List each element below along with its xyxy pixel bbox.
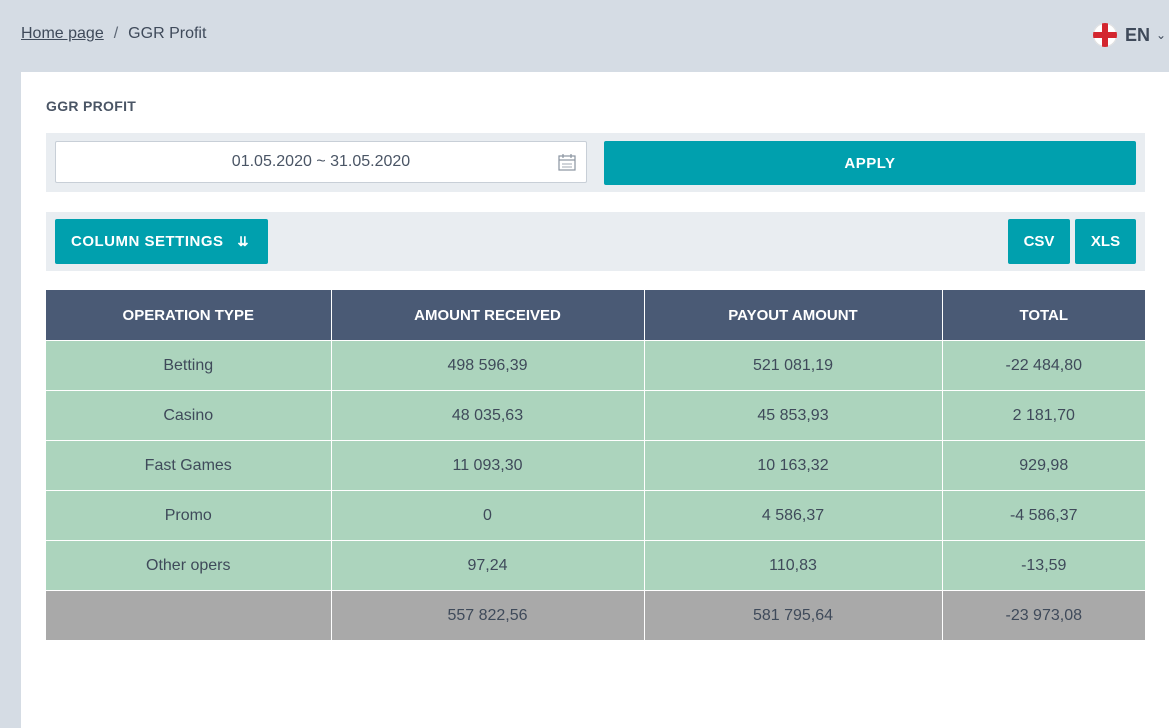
cell-payout-amount: 10 163,32 xyxy=(644,440,943,491)
cell-payout-amount: 521 081,19 xyxy=(644,340,943,391)
cell-amount-received: 498 596,39 xyxy=(331,340,645,391)
language-label: EN xyxy=(1125,24,1151,45)
cell-operation-type: Betting xyxy=(46,340,332,391)
cell-payout-amount: 45 853,93 xyxy=(644,390,943,441)
flag-icon xyxy=(1093,23,1117,47)
total-total: -23 973,08 xyxy=(942,590,1145,640)
cell-payout-amount: 4 586,37 xyxy=(644,490,943,541)
cell-operation-type: Casino xyxy=(46,390,332,441)
top-bar: Home page / GGR Profit EN ⌄ xyxy=(0,0,1169,72)
cell-total: 929,98 xyxy=(942,440,1145,491)
apply-button[interactable]: APPLY xyxy=(604,141,1136,185)
date-range-value: 01.05.2020 ~ 31.05.2020 xyxy=(231,153,411,170)
column-header-operation-type: OPERATION TYPE xyxy=(46,290,332,341)
cell-total: -13,59 xyxy=(942,540,1145,591)
xls-export-button[interactable]: XLS xyxy=(1075,219,1136,264)
table-row: Other opers 97,24 110,83 -13,59 xyxy=(46,540,1145,591)
cell-operation-type: Other opers xyxy=(46,540,332,591)
breadcrumb-current: GGR Profit xyxy=(128,25,207,42)
table-row: Betting 498 596,39 521 081,19 -22 484,80 xyxy=(46,340,1145,391)
column-settings-button[interactable]: COLUMN SETTINGS ⇊ xyxy=(55,219,268,264)
main-panel: GGR PROFIT 01.05.2020 ~ 31.05.2020 APPLY… xyxy=(21,72,1169,728)
breadcrumb: Home page / GGR Profit xyxy=(21,25,206,43)
table-header-row: OPERATION TYPE AMOUNT RECEIVED PAYOUT AM… xyxy=(46,290,1145,341)
cell-operation-type: Promo xyxy=(46,490,332,541)
table-row: Fast Games 11 093,30 10 163,32 929,98 xyxy=(46,440,1145,491)
column-settings-label: COLUMN SETTINGS xyxy=(71,233,224,250)
cell-total: -22 484,80 xyxy=(942,340,1145,391)
cell-amount-received: 48 035,63 xyxy=(331,390,645,441)
column-header-amount-received: AMOUNT RECEIVED xyxy=(331,290,645,341)
cell-amount-received: 11 093,30 xyxy=(331,440,645,491)
filter-bar: 01.05.2020 ~ 31.05.2020 APPLY xyxy=(46,133,1145,192)
table-total-row: 557 822,56 581 795,64 -23 973,08 xyxy=(46,590,1145,640)
column-header-total: TOTAL xyxy=(942,290,1145,341)
total-cell-label xyxy=(46,590,332,640)
action-bar: COLUMN SETTINGS ⇊ CSV XLS xyxy=(46,212,1145,271)
date-range-input[interactable]: 01.05.2020 ~ 31.05.2020 xyxy=(55,141,587,183)
cell-payout-amount: 110,83 xyxy=(644,540,943,591)
column-header-payout-amount: PAYOUT AMOUNT xyxy=(644,290,943,341)
cell-amount-received: 0 xyxy=(331,490,645,541)
cell-total: 2 181,70 xyxy=(942,390,1145,441)
breadcrumb-home-link[interactable]: Home page xyxy=(21,25,104,42)
page-title: GGR PROFIT xyxy=(46,98,137,114)
chevron-down-icon: ⌄ xyxy=(1156,28,1167,42)
cell-operation-type: Fast Games xyxy=(46,440,332,491)
language-selector[interactable]: EN ⌄ xyxy=(1093,23,1166,47)
double-chevron-down-icon: ⇊ xyxy=(237,233,249,249)
cell-amount-received: 97,24 xyxy=(331,540,645,591)
table-row: Promo 0 4 586,37 -4 586,37 xyxy=(46,490,1145,541)
ggr-profit-table: OPERATION TYPE AMOUNT RECEIVED PAYOUT AM… xyxy=(46,290,1145,640)
total-payout-amount: 581 795,64 xyxy=(644,590,943,640)
breadcrumb-separator: / xyxy=(113,25,119,42)
calendar-icon[interactable] xyxy=(558,153,576,171)
csv-export-button[interactable]: CSV xyxy=(1008,219,1070,264)
total-amount-received: 557 822,56 xyxy=(331,590,645,640)
table-row: Casino 48 035,63 45 853,93 2 181,70 xyxy=(46,390,1145,441)
cell-total: -4 586,37 xyxy=(942,490,1145,541)
